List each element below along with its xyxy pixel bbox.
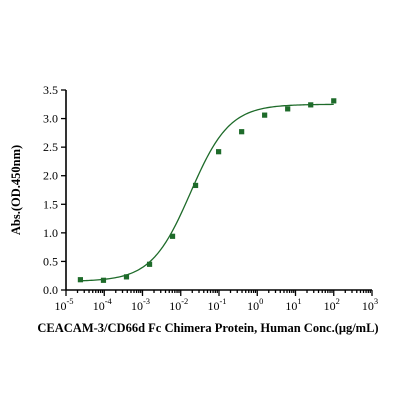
data-point (308, 102, 314, 108)
data-point (331, 98, 337, 104)
data-point (192, 182, 199, 189)
x-ticks: 10-5 10-4 10-3 10-2 10-1 100 101 102 103 (54, 290, 378, 313)
x-tick-label: 10-3 (131, 296, 150, 313)
x-tick-exponent: -4 (105, 296, 113, 306)
data-point (146, 261, 153, 267)
y-tick-label: 0.0 (43, 283, 58, 297)
x-tick-label: 10-5 (54, 296, 73, 313)
plot-area (77, 98, 337, 283)
x-tick-label: 10-2 (169, 296, 188, 313)
x-tick-exponent: -3 (143, 296, 150, 306)
data-point (77, 277, 83, 283)
y-tick-label: 2.0 (43, 169, 58, 183)
y-tick-label: 1.5 (43, 197, 58, 211)
y-tick-label: 1.0 (43, 226, 58, 240)
x-tick-label: 101 (285, 296, 301, 313)
y-axis-title: Abs.(OD.450nm) (9, 145, 23, 235)
x-tick-exponent: 2 (336, 296, 340, 306)
x-tick-exponent: -1 (219, 296, 226, 306)
x-tick-label: 102 (324, 296, 340, 313)
x-tick-exponent: 0 (259, 296, 263, 306)
x-tick-exponent: -2 (181, 296, 188, 306)
y-ticks: 0.0 0.5 1.0 1.5 2.0 2.5 3.0 3.5 (43, 83, 66, 297)
x-tick-exponent: 3 (374, 296, 378, 306)
y-tick-label: 3.5 (43, 83, 58, 97)
x-axis-title: CEACAM-3/CD66d Fc Chimera Protein, Human… (37, 321, 378, 335)
y-tick-label: 2.5 (43, 140, 58, 154)
y-tick-label: 3.0 (43, 112, 58, 126)
y-tick-label: 0.5 (43, 254, 58, 268)
x-tick-label: 10-4 (93, 296, 113, 313)
data-point (239, 129, 245, 135)
data-point (169, 233, 176, 239)
x-tick-label: 103 (362, 296, 378, 313)
data-point (100, 277, 107, 283)
data-point (262, 112, 268, 118)
data-point (285, 106, 291, 112)
data-point (216, 149, 222, 155)
x-tick-exponent: -5 (66, 296, 73, 306)
x-tick-label: 100 (247, 296, 263, 313)
x-tick-exponent: 1 (297, 296, 301, 306)
fit-curve (80, 103, 334, 282)
x-tick-label: 10-1 (207, 296, 226, 313)
data-point (123, 274, 130, 280)
